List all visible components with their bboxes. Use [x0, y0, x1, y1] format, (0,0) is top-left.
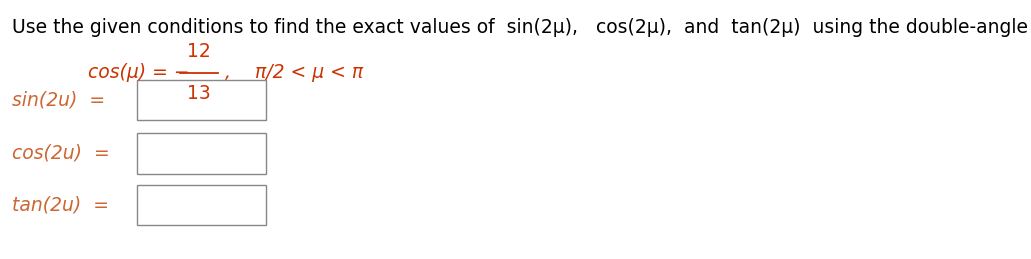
FancyBboxPatch shape: [137, 80, 266, 120]
Text: sin(2u)  =: sin(2u) =: [12, 91, 105, 110]
Text: 13: 13: [187, 84, 211, 103]
Text: Use the given conditions to find the exact values of  sin(2μ),   cos(2μ),  and  : Use the given conditions to find the exa…: [12, 18, 1031, 37]
Text: cos(2u)  =: cos(2u) =: [12, 144, 110, 163]
Text: ,    π/2 < μ < π: , π/2 < μ < π: [225, 63, 363, 82]
FancyBboxPatch shape: [137, 133, 266, 174]
Text: cos(μ) = −: cos(μ) = −: [88, 63, 190, 82]
Text: 12: 12: [187, 42, 211, 61]
Text: tan(2u)  =: tan(2u) =: [12, 196, 109, 215]
FancyBboxPatch shape: [137, 185, 266, 225]
